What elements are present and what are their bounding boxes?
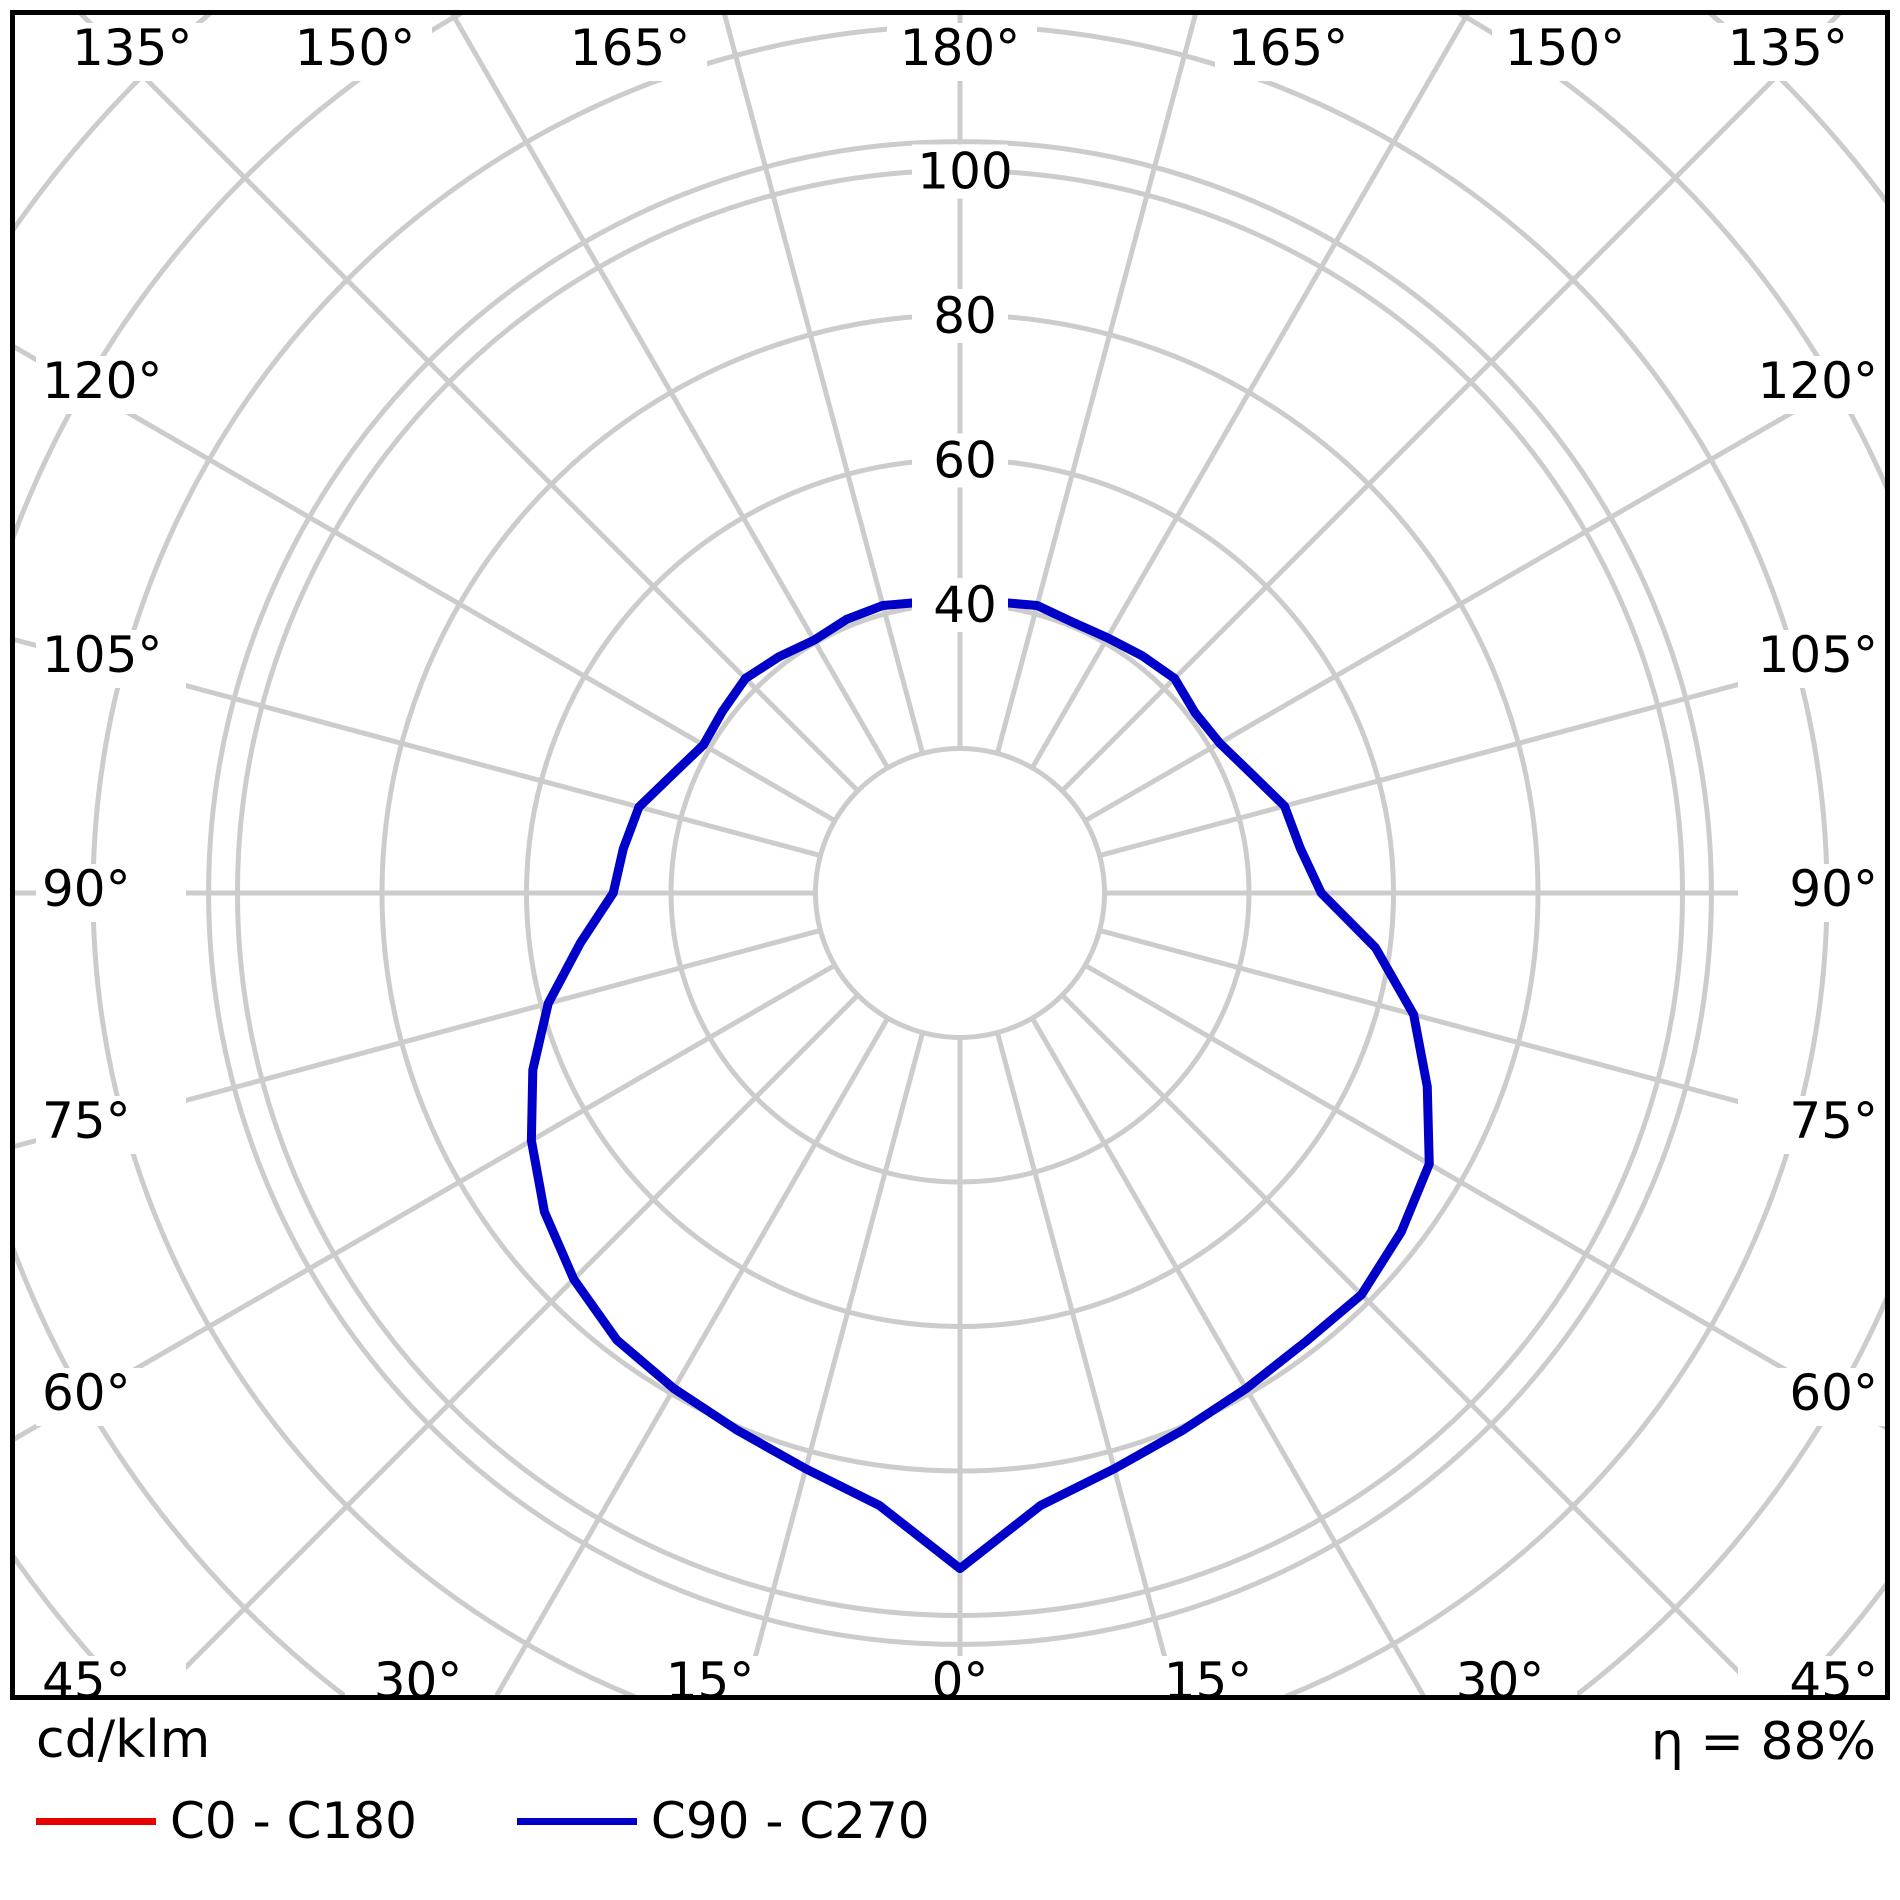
radial-tick-80: 80 (933, 287, 997, 345)
angle-label-halo (36, 356, 186, 414)
radial-tick-labels: 40 60 80 100 (912, 143, 1013, 634)
angle-label-halo (637, 1656, 787, 1695)
radial-tick-60: 60 (933, 432, 997, 490)
angle-label-halo (36, 630, 186, 688)
legend-label-c0-c180: C0 - C180 (170, 1792, 417, 1850)
angle-label-halo (1708, 23, 1858, 81)
polar-plot-svg: 40 60 80 100 135° 150° 165° 180° 165° 150° 135° 12… (15, 15, 1885, 1700)
legend-swatch-c0-c180 (36, 1817, 156, 1825)
angle-label-halo (36, 1656, 186, 1695)
angle-label-5: 150° (1505, 19, 1625, 77)
angle-label-halo (1135, 1656, 1285, 1695)
radial-tick-halo (912, 289, 1008, 343)
angle-label-21: 15° (1164, 1652, 1253, 1700)
angle-label-20: 0° (932, 1652, 989, 1700)
angle-label-halo (1215, 23, 1365, 81)
legend: cd/klm η = 88% C0 - C180 C90 - C270 (0, 1700, 1900, 1900)
angle-label-9: 105° (42, 626, 162, 684)
angle-label-17: 45° (42, 1652, 131, 1700)
angle-label-18: 30° (374, 1652, 463, 1700)
angle-label-16: 60° (1789, 1364, 1878, 1422)
angle-label-6: 135° (1728, 19, 1848, 77)
radial-tick-halo (912, 433, 1008, 488)
angle-label-23: 45° (1789, 1652, 1878, 1700)
legend-entry-c0-c180[interactable]: C0 - C180 (36, 1792, 417, 1850)
angle-label-8: 120° (1758, 352, 1878, 410)
angle-label-halo (36, 864, 186, 922)
legend-swatch-c90-c270 (516, 1817, 637, 1825)
angle-label-halo (1427, 1656, 1577, 1695)
polar-grid (15, 15, 1885, 1695)
angle-label-2: 165° (570, 19, 690, 77)
angle-label-halo (1738, 1368, 1885, 1426)
angle-label-halo (345, 1656, 495, 1695)
angle-label-halo (282, 23, 432, 81)
legend-label-c90-c270: C90 - C270 (650, 1792, 930, 1850)
angle-label-1: 150° (295, 19, 415, 77)
efficiency-label: η = 88% (1650, 1712, 1876, 1772)
angle-label-halo (66, 23, 216, 81)
plot-frame: 40 60 80 100 135° 150° 165° 180° 165° 150° 135° 12… (10, 10, 1890, 1700)
polar-series-layer (526, 597, 1434, 1574)
angle-label-3: 180° (900, 19, 1020, 77)
angle-label-14: 75° (1789, 1092, 1878, 1150)
radial-tick-halo (912, 578, 1008, 632)
angle-label-halo (887, 23, 1037, 81)
angle-label-13: 75° (42, 1092, 131, 1150)
radial-tick-halo (912, 144, 1008, 199)
angle-label-halo (1738, 630, 1885, 688)
angle-label-22: 30° (1456, 1652, 1545, 1700)
radial-tick-40: 40 (933, 576, 997, 634)
angle-label-halo (36, 1096, 186, 1154)
angle-label-halo (557, 23, 707, 81)
angle-label-halo (1738, 356, 1885, 414)
angle-label-halo (1492, 23, 1642, 81)
angle-label-19: 15° (666, 1652, 755, 1700)
angle-label-11: 90° (42, 860, 131, 918)
radial-tick-100: 100 (917, 143, 1012, 201)
unit-label: cd/klm (36, 1710, 211, 1770)
angle-label-halo (1738, 1096, 1885, 1154)
angle-label-4: 165° (1228, 19, 1348, 77)
angle-label-15: 60° (42, 1364, 131, 1422)
angle-label-halo (36, 1368, 186, 1426)
angle-label-0: 135° (72, 19, 192, 77)
angle-label-7: 120° (42, 352, 162, 410)
angle-label-10: 105° (1758, 626, 1878, 684)
legend-entry-c90-c270[interactable]: C90 - C270 (516, 1792, 930, 1850)
legend-entries: C0 - C180 C90 - C270 (36, 1792, 930, 1850)
angle-label-12: 90° (1789, 860, 1878, 918)
angular-tick-labels: 135° 150° 165° 180° 165° 150° 135° 120° 120° 105°… (36, 19, 1885, 1700)
angle-label-halo (1738, 1656, 1885, 1695)
angle-label-halo (1738, 864, 1885, 922)
angle-label-halo (887, 1656, 1037, 1695)
